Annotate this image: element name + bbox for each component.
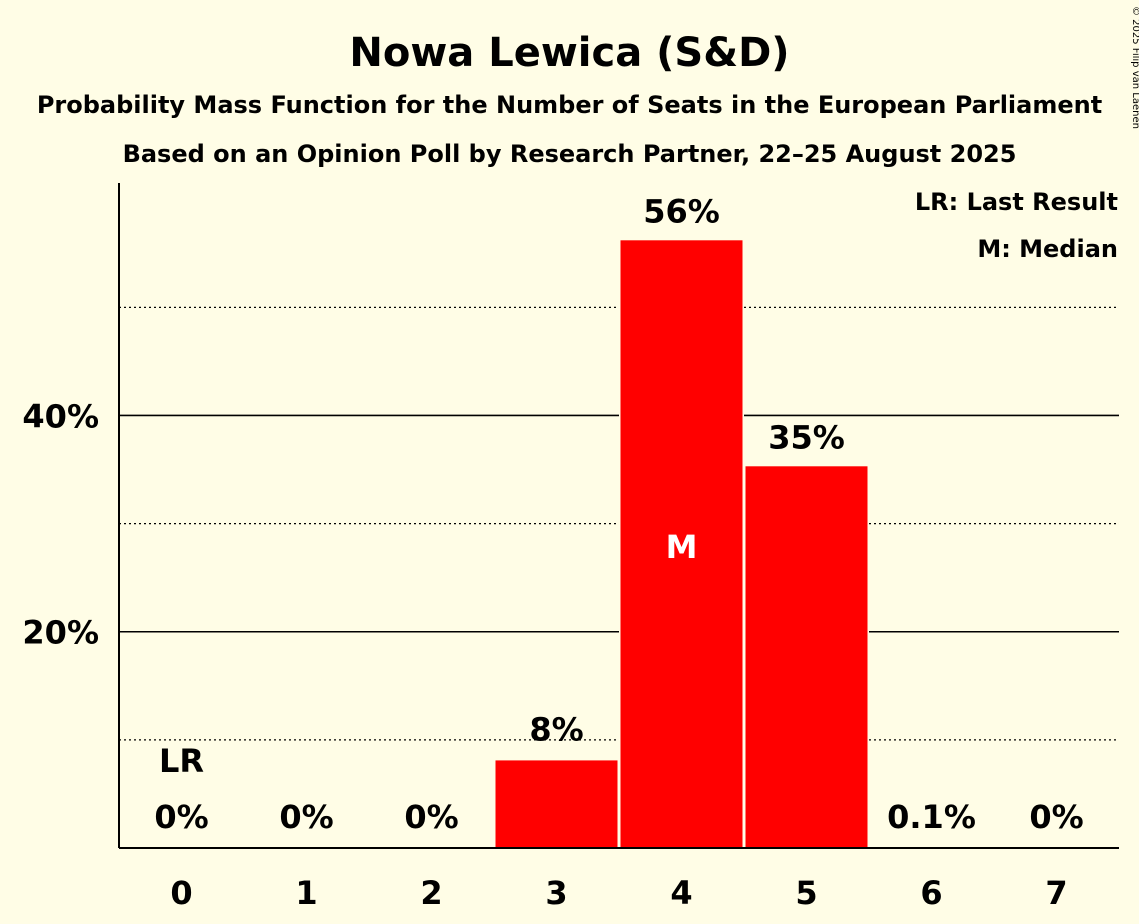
data-label-seat-6: 0.1% — [887, 798, 976, 836]
bar-seat-3 — [495, 760, 618, 848]
data-label-seat-3: 8% — [529, 710, 583, 748]
chart-title: Nowa Lewica (S&D) — [349, 30, 789, 76]
chart-subtitle: Probability Mass Function for the Number… — [37, 91, 1102, 119]
data-label-seat-1: 0% — [279, 798, 333, 836]
last-result-marker: LR — [159, 742, 204, 780]
x-tick-label-1: 1 — [295, 874, 317, 912]
median-marker: M — [666, 528, 698, 566]
x-tick-label-4: 4 — [670, 874, 692, 912]
data-label-seat-0: 0% — [154, 798, 208, 836]
y-tick-label: 20% — [22, 614, 99, 652]
bar-seat-5 — [745, 466, 868, 848]
bar-seat-4 — [620, 240, 743, 848]
x-tick-label-2: 2 — [420, 874, 442, 912]
chart-subtitle-poll: Based on an Opinion Poll by Research Par… — [123, 140, 1017, 168]
data-label-seat-4: 56% — [643, 192, 720, 230]
x-tick-label-7: 7 — [1045, 874, 1067, 912]
x-tick-label-0: 0 — [170, 874, 192, 912]
x-tick-label-3: 3 — [545, 874, 567, 912]
copyright-notice: © 2025 Filip van Laenen — [1130, 6, 1139, 129]
data-label-seat-2: 0% — [404, 798, 458, 836]
data-label-seat-5: 35% — [768, 418, 845, 456]
y-tick-label: 40% — [22, 397, 99, 435]
x-tick-label-6: 6 — [920, 874, 942, 912]
data-label-seat-7: 0% — [1029, 798, 1083, 836]
legend-median: M: Median — [977, 235, 1118, 263]
legend-last-result: LR: Last Result — [915, 188, 1118, 216]
x-tick-label-5: 5 — [795, 874, 817, 912]
